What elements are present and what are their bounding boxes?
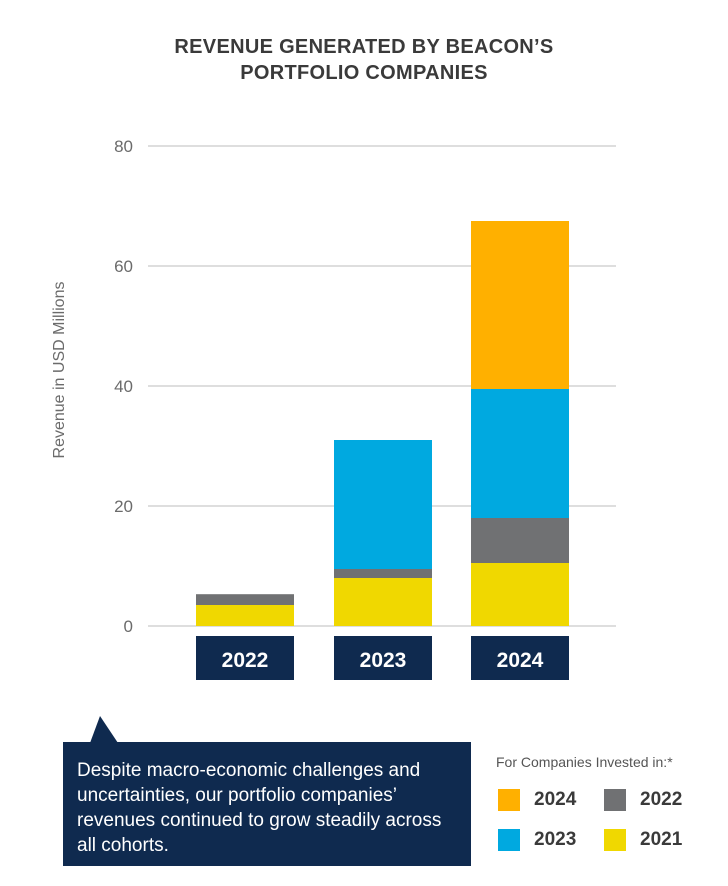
legend-label-2024: 2024 (534, 789, 577, 810)
legend-item-2022: 2022 (604, 788, 682, 812)
chart-title-line-2: PORTFOLIO COMPANIES (240, 62, 488, 84)
x-category-box-2023 (334, 636, 432, 680)
bar-2024-cohort-2024 (471, 221, 569, 389)
stacked-bar-chart: 0 20 40 60 80 2022 2023 2024 (114, 137, 616, 680)
legend-swatch-2024 (498, 789, 520, 811)
bar-2024-cohort-2021 (471, 563, 569, 626)
callout-text: Despite macro-economic challenges and un… (77, 760, 442, 856)
y-tick-label-20: 20 (114, 497, 133, 516)
legend-swatch-2022 (604, 789, 626, 811)
bar-2023-cohort-2023 (334, 440, 432, 569)
x-tick-label-2022: 2022 (222, 649, 269, 672)
y-tick-label-80: 80 (114, 137, 133, 156)
bar-2024-cohort-2022 (471, 518, 569, 563)
x-category-box-2022 (196, 636, 294, 680)
callout-tail (90, 716, 118, 743)
legend-item-2023: 2023 (498, 828, 576, 852)
legend-label-2023: 2023 (534, 829, 577, 850)
x-tick-label-2023: 2023 (360, 649, 407, 672)
bar-2022-cohort-2021 (196, 605, 294, 626)
legend-swatch-2021 (604, 829, 626, 851)
legend-item-2024: 2024 (498, 788, 576, 812)
legend-title: For Companies Invested in:* (496, 754, 673, 770)
y-tick-label-0: 0 (124, 617, 133, 636)
legend-swatch-2023 (498, 829, 520, 851)
callout-box: Despite macro-economic challenges and un… (63, 742, 471, 866)
y-tick-label-60: 60 (114, 257, 133, 276)
bar-2022-cohort-2022 (196, 594, 294, 605)
bar-2024-cohort-2023 (471, 389, 569, 518)
legend-item-2021: 2021 (604, 828, 682, 852)
bar-2023-cohort-2022 (334, 569, 432, 578)
bar-2023-cohort-2021 (334, 578, 432, 626)
chart-title: REVENUE GENERATED BY BEACON’S PORTFOLIO … (0, 34, 728, 86)
y-tick-label-40: 40 (114, 377, 133, 396)
legend-label-2021: 2021 (640, 829, 683, 850)
x-category-box-2024 (471, 636, 569, 680)
legend-label-2022: 2022 (640, 789, 683, 810)
x-tick-label-2024: 2024 (497, 649, 544, 672)
chart-title-line-1: REVENUE GENERATED BY BEACON’S (174, 36, 554, 58)
